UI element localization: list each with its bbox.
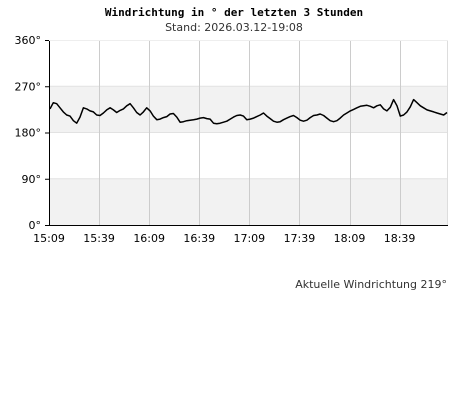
series-group: [49, 98, 448, 125]
x-tick-label: 18:39: [384, 232, 416, 245]
shaded-band-0: [49, 86, 448, 133]
y-tick-label: 0°: [29, 219, 42, 232]
y-tick-label: 360°: [15, 34, 42, 47]
chart-subtitle: Stand: 2026.03.12-19:08: [165, 21, 303, 34]
x-tick-label: 15:09: [33, 232, 65, 245]
y-tick-label: 270°: [15, 80, 42, 93]
shaded-bands: [49, 86, 448, 225]
x-tick-label: 15:39: [83, 232, 115, 245]
y-tick-label: 90°: [22, 173, 42, 186]
shaded-band-1: [49, 178, 448, 225]
axes: [49, 40, 448, 226]
y-tick-labels: 0° 90° 180° 270° 360°: [15, 34, 49, 232]
x-tick-label: 16:09: [133, 232, 165, 245]
x-tick-labels: 15:09 15:39 16:09 16:39 17:09 17:39 18:09 18:39: [33, 232, 415, 245]
x-tick-label: 18:09: [334, 232, 366, 245]
x-tick-label: 17:39: [284, 232, 316, 245]
x-tick-label: 16:39: [183, 232, 215, 245]
series-line-0: [49, 98, 448, 125]
current-wind-direction: Aktuelle Windrichtung 219°: [295, 278, 447, 291]
y-tick-label: 180°: [15, 127, 42, 140]
chart-title: Windrichtung in ° der letzten 3 Stunden: [104, 6, 364, 19]
grid-lines: [49, 40, 448, 225]
x-tick-label: 17:09: [233, 232, 265, 245]
